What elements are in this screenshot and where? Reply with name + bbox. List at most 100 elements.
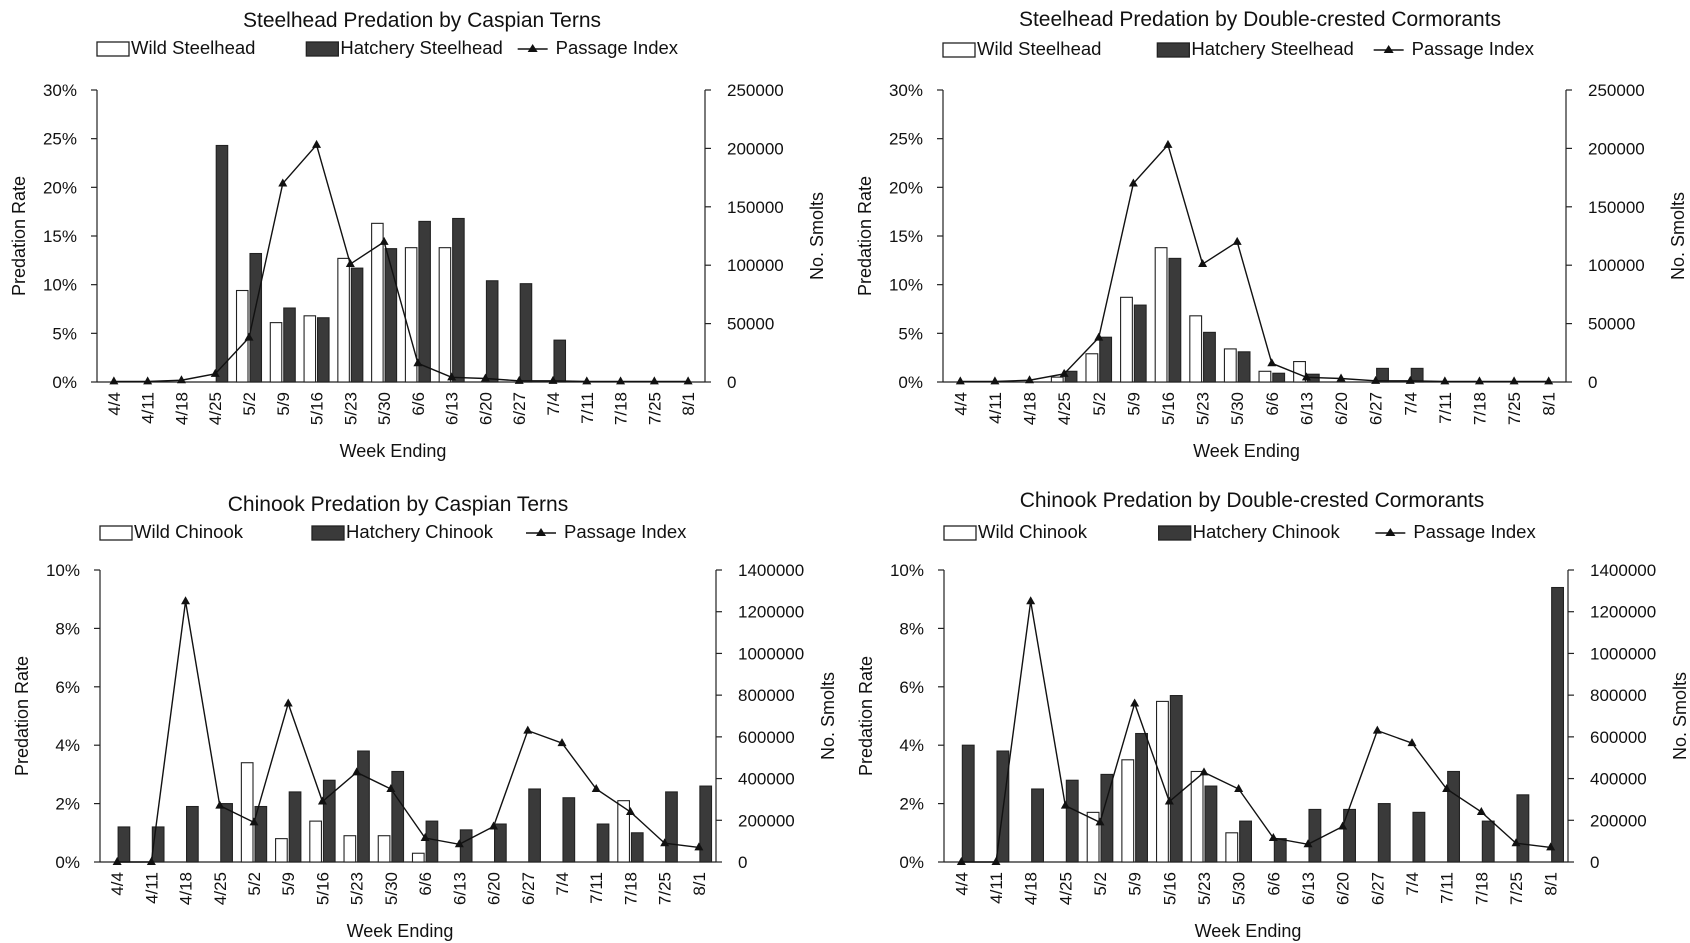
x-tick-label: 4/4 xyxy=(105,392,124,416)
legend-label-2: Hatchery Steelhead xyxy=(1191,38,1354,59)
bar xyxy=(1273,838,1287,863)
bar xyxy=(630,832,644,863)
passage-point xyxy=(1474,376,1484,385)
y2-tick-label: 100000 xyxy=(727,256,784,275)
bar xyxy=(1086,811,1100,863)
legend: Wild Chinook Hatchery Chinook Passage Inde… xyxy=(99,521,687,542)
passage-point xyxy=(1476,806,1486,815)
bar xyxy=(562,797,576,863)
y-tick-label: 25% xyxy=(889,130,923,149)
bar xyxy=(1516,794,1530,863)
y-tick-label: 0% xyxy=(52,373,77,392)
x-tick-label: 5/23 xyxy=(348,872,367,905)
y2-tick-label: 1000000 xyxy=(738,644,804,663)
bar xyxy=(452,217,465,383)
y-tick-label: 2% xyxy=(55,795,80,814)
passage-point xyxy=(312,139,322,148)
bar-series-2 xyxy=(215,144,567,383)
passage-point xyxy=(1163,139,1173,148)
x-tick-label: 6/6 xyxy=(409,392,428,416)
x-tick-label: 6/13 xyxy=(1297,392,1316,425)
chart-title: Steelhead Predation by Double-crested Co… xyxy=(1019,8,1501,31)
passage-point xyxy=(1025,375,1035,384)
bar xyxy=(1551,586,1565,863)
passage-point xyxy=(1268,833,1278,842)
bar-series-2 xyxy=(117,750,713,863)
bar-series-2 xyxy=(1064,257,1424,383)
bar xyxy=(269,322,283,383)
y2-axis-label: No. Smolts xyxy=(807,192,827,280)
passage-point xyxy=(616,376,626,385)
x-tick-label: 4/11 xyxy=(139,392,158,424)
chart-title: Chinook Predation by Caspian Terns xyxy=(228,493,568,516)
x-tick-label: 5/2 xyxy=(245,872,264,896)
bar xyxy=(404,247,418,383)
y2-tick-label: 150000 xyxy=(727,198,784,217)
bar xyxy=(384,248,398,383)
x-tick-label: 7/25 xyxy=(1505,392,1524,425)
y-tick-label: 10% xyxy=(43,276,77,295)
bar xyxy=(485,280,499,383)
y2-tick-label: 1400000 xyxy=(738,561,804,580)
passage-point xyxy=(352,767,362,776)
x-tick-label: 6/27 xyxy=(1367,392,1386,425)
passage-point xyxy=(480,373,490,382)
y-tick-label: 6% xyxy=(55,678,80,697)
bar xyxy=(283,307,296,383)
passage-point xyxy=(1372,725,1382,734)
passage-point xyxy=(317,796,327,805)
bar xyxy=(1239,820,1253,863)
passage-point xyxy=(413,358,423,367)
x-tick-label: 4/18 xyxy=(177,872,196,905)
bar xyxy=(151,826,165,863)
y2-axis-label: No. Smolts xyxy=(1668,192,1688,280)
y2-tick-label: 0 xyxy=(738,853,747,872)
x-tick-label: 6/20 xyxy=(1332,392,1351,425)
passage-point xyxy=(582,376,592,385)
y-tick-label: 2% xyxy=(899,795,924,814)
x-axis-label: Week Ending xyxy=(1193,441,1300,461)
bar xyxy=(275,838,288,863)
passage-point xyxy=(181,596,191,605)
bar xyxy=(1237,351,1251,383)
x-axis-label: Week Ending xyxy=(347,921,454,941)
x-tick-label: 8/1 xyxy=(1542,872,1561,896)
legend-label-1: Wild Chinook xyxy=(978,521,1088,542)
x-tick-label: 5/9 xyxy=(274,392,293,416)
bar xyxy=(117,826,131,863)
bar xyxy=(309,820,322,863)
passage-point xyxy=(283,698,293,707)
y2-tick-label: 100000 xyxy=(1588,256,1645,275)
x-tick-label: 7/18 xyxy=(1472,872,1491,905)
passage-point xyxy=(454,839,464,848)
passage-point xyxy=(386,784,396,792)
legend: Wild Steelhead Hatchery Steelhead Passage … xyxy=(96,37,679,58)
x-tick-label: 5/30 xyxy=(1228,392,1247,425)
passage-point xyxy=(1234,784,1244,792)
y-axis-label: Predation Rate xyxy=(855,176,875,296)
x-tick-label: 6/13 xyxy=(1299,872,1318,905)
passage-point xyxy=(1199,767,1209,776)
y-tick-label: 8% xyxy=(55,619,80,638)
x-tick-label: 5/23 xyxy=(1195,872,1214,905)
bar xyxy=(1100,773,1114,863)
bar xyxy=(1169,695,1183,863)
bar xyxy=(254,805,268,863)
legend-label-2: Hatchery Chinook xyxy=(346,521,494,542)
passage-point xyxy=(447,372,457,381)
y2-tick-label: 200000 xyxy=(1590,811,1647,830)
bar xyxy=(1154,247,1168,383)
bar xyxy=(665,791,678,863)
x-tick-label: 6/27 xyxy=(510,392,529,425)
x-tick-label: 4/18 xyxy=(172,392,191,425)
y-axis-label: Predation Rate xyxy=(856,656,876,776)
passage-line xyxy=(113,143,689,383)
x-tick-label: 7/4 xyxy=(544,392,563,416)
y-tick-label: 25% xyxy=(43,130,77,149)
line-series-1 xyxy=(112,596,704,865)
legend-label-3: Passage Index xyxy=(556,37,679,58)
bar xyxy=(553,339,567,383)
x-tick-label: 5/30 xyxy=(382,872,401,905)
passage-point xyxy=(1059,368,1069,377)
